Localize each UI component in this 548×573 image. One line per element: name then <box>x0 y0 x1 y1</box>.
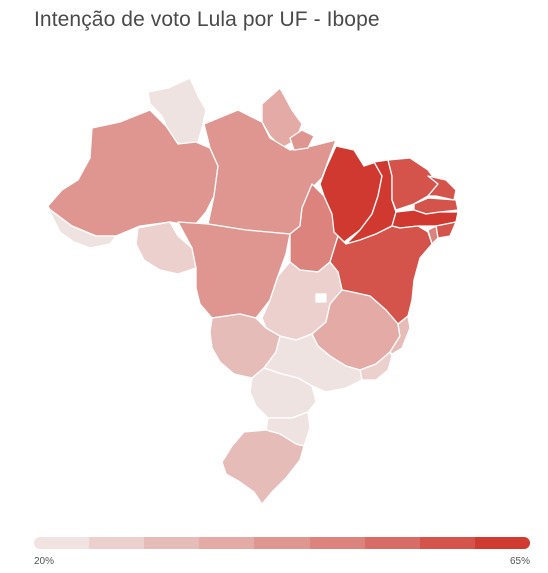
legend-max-label: 65% <box>509 556 530 567</box>
legend-segment <box>419 537 475 549</box>
legend-segment <box>474 537 530 549</box>
legend-segment <box>34 537 90 549</box>
legend-gradient-bar <box>34 537 530 549</box>
state-ro[interactable] <box>135 221 197 275</box>
legend-segment <box>254 537 310 549</box>
marajo-island <box>289 129 315 151</box>
legend-segment <box>199 537 255 549</box>
state-ac[interactable] <box>47 207 117 249</box>
legend-segment <box>144 537 200 549</box>
state-es[interactable] <box>389 315 411 355</box>
chart-title: Intenção de voto Lula por UF - Ibope <box>34 8 380 31</box>
state-pr[interactable] <box>249 367 317 419</box>
legend-segment <box>309 537 365 549</box>
state-rj[interactable] <box>359 351 393 381</box>
state-rn[interactable] <box>427 175 457 201</box>
legend-min-label: 20% <box>34 556 55 567</box>
legend-segment <box>364 537 420 549</box>
state-df[interactable] <box>315 293 327 303</box>
state-rr[interactable] <box>147 77 207 149</box>
state-ce[interactable] <box>387 157 439 211</box>
state-rs[interactable] <box>221 429 305 505</box>
legend-segment <box>89 537 145 549</box>
